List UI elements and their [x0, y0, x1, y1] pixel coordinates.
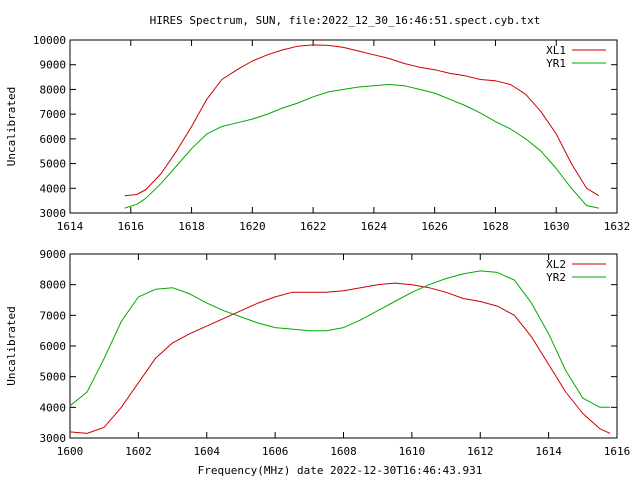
x-tick-label: 1618 — [178, 220, 205, 233]
y-tick-label: 3000 — [40, 432, 67, 445]
x-tick-label: 1616 — [118, 220, 145, 233]
x-tick-label: 1630 — [543, 220, 570, 233]
x-tick-label: 1624 — [361, 220, 388, 233]
legend-label-xl2: XL2 — [546, 258, 566, 271]
x-tick-label: 1614 — [535, 445, 562, 458]
x-tick-label: 1602 — [125, 445, 152, 458]
bottom-x-axis-label: Frequency(MHz) date 2022-12-30T16:46:43.… — [198, 464, 483, 477]
series-line-xl1 — [124, 44, 600, 197]
x-tick-label: 1614 — [57, 220, 84, 233]
y-tick-label: 5000 — [40, 158, 67, 171]
y-tick-label: 7000 — [40, 309, 67, 322]
y-tick-label: 9000 — [40, 59, 67, 72]
x-tick-label: 1616 — [604, 445, 631, 458]
x-tick-label: 1606 — [262, 445, 289, 458]
plot-frame — [69, 39, 618, 214]
chart-title: HIRES Spectrum, SUN, file:2022_12_30_16:… — [150, 14, 541, 27]
x-tick-label: 1620 — [239, 220, 266, 233]
y-axis-label: Uncalibrated — [5, 306, 18, 385]
top-spectrum-panel: 1614 1616 1618 1620 1622 1624 1626 1628 1630 1632… — [5, 34, 630, 233]
legend-label-xl1: XL1 — [546, 44, 566, 57]
legend-label-yr2: YR2 — [546, 271, 566, 284]
x-tick-label: 1604 — [194, 445, 221, 458]
y-tick-label: 4000 — [40, 182, 67, 195]
x-tick-label: 1632 — [604, 220, 631, 233]
y-tick-label: 7000 — [40, 108, 67, 121]
series-line-yr2 — [69, 270, 611, 408]
x-tick-label: 1628 — [482, 220, 509, 233]
series-line-yr1 — [124, 84, 599, 209]
y-tick-label: 8000 — [40, 279, 67, 292]
y-tick-label: 9000 — [40, 248, 67, 261]
y-tick-label: 8000 — [40, 83, 67, 96]
x-tick-label: 1608 — [330, 445, 357, 458]
x-tick-label: 1610 — [399, 445, 426, 458]
y-tick-label: 6000 — [40, 133, 67, 146]
y-tick-label: 4000 — [40, 401, 67, 414]
y-axis-label: Uncalibrated — [5, 87, 18, 166]
y-tick-label: 3000 — [40, 207, 67, 220]
x-tick-label: 1600 — [57, 445, 84, 458]
bottom-spectrum-panel: 1600 1602 1604 1606 1608 1610 1612 1614 1616 3000… — [5, 248, 630, 458]
y-tick-label: 10000 — [33, 34, 66, 47]
x-tick-label: 1612 — [467, 445, 494, 458]
x-tick-label: 1626 — [421, 220, 448, 233]
y-tick-label: 5000 — [40, 371, 67, 384]
x-tick-label: 1622 — [300, 220, 327, 233]
legend-label-yr1: YR1 — [546, 57, 566, 70]
plot-frame — [69, 253, 618, 439]
series-line-xl2 — [69, 282, 611, 434]
y-tick-label: 6000 — [40, 340, 67, 353]
